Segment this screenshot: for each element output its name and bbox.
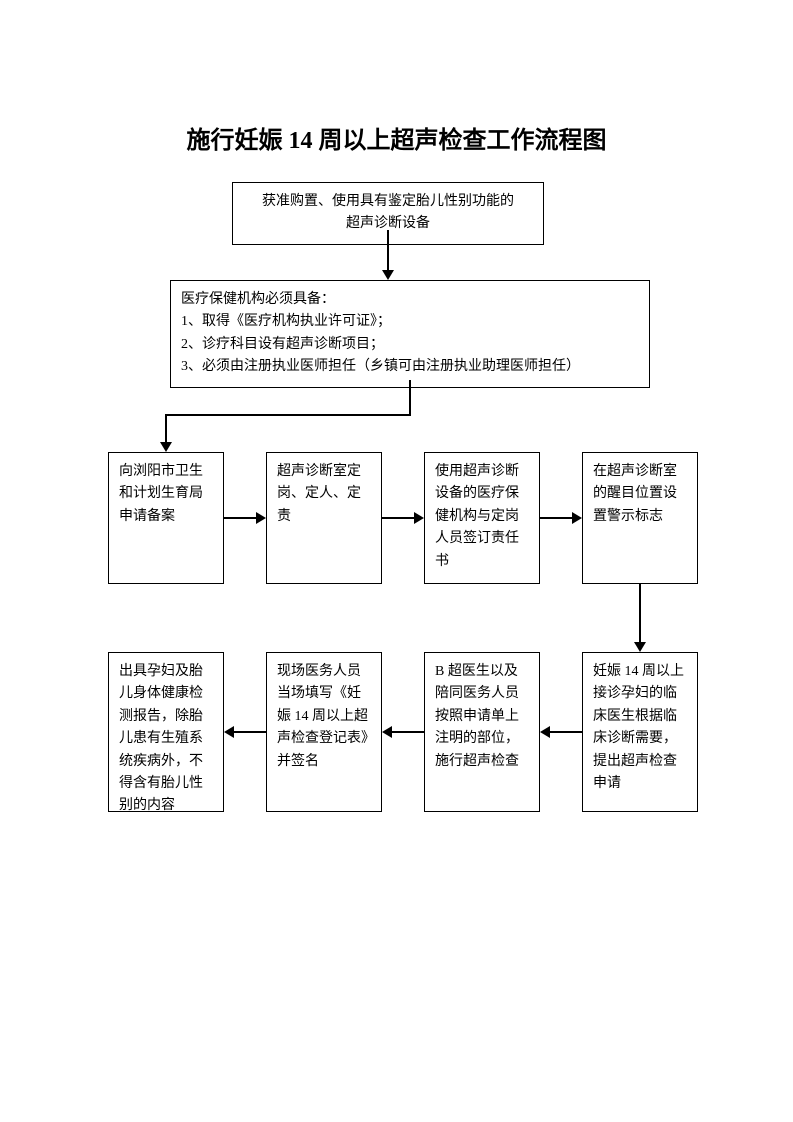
flowchart-node-perform-exam: B 超医生以及陪同医务人员按照申请单上注明的部位，施行超声检查 [424,652,540,812]
arrow-line [409,380,411,416]
arrow-head-icon [414,512,424,524]
arrow-head-icon [160,442,172,452]
arrow-head-icon [382,726,392,738]
arrow-head-icon [540,726,550,738]
arrow-head-icon [256,512,266,524]
arrow-line [382,517,414,519]
flowchart-node-request-exam: 妊娠 14 周以上接诊孕妇的临床医生根据临床诊断需要，提出超声检查申请 [582,652,698,812]
arrow-head-icon [224,726,234,738]
arrow-line [387,230,389,270]
arrow-line [550,731,582,733]
flowchart-node-apply-filing: 向浏阳市卫生和计划生育局申请备案 [108,452,224,584]
arrow-line [392,731,424,733]
flowchart-node-issue-report: 出具孕妇及胎儿身体健康检测报告，除胎儿患有生殖系统疾病外，不得含有胎儿性别的内容 [108,652,224,812]
flowchart-node-sign-responsibility: 使用超声诊断设备的医疗保健机构与定岗人员签订责任书 [424,452,540,584]
flowchart-node-fill-form: 现场医务人员当场填写《妊娠 14 周以上超声检查登记表》并签名 [266,652,382,812]
arrow-head-icon [572,512,582,524]
arrow-line [165,414,411,416]
arrow-head-icon [382,270,394,280]
arrow-line [234,731,266,733]
arrow-head-icon [634,642,646,652]
arrow-line [540,517,572,519]
arrow-line [639,584,641,642]
arrow-line [165,414,167,442]
flowchart-node-requirements: 医疗保健机构必须具备：1、取得《医疗机构执业许可证》；2、诊疗科目设有超声诊断项… [170,280,650,388]
arrow-line [224,517,256,519]
flowchart-node-warning-sign: 在超声诊断室的醒目位置设置警示标志 [582,452,698,584]
page-title: 施行妊娠 14 周以上超声检查工作流程图 [0,120,793,155]
flowchart-node-assign-post: 超声诊断室定岗、定人、定责 [266,452,382,584]
